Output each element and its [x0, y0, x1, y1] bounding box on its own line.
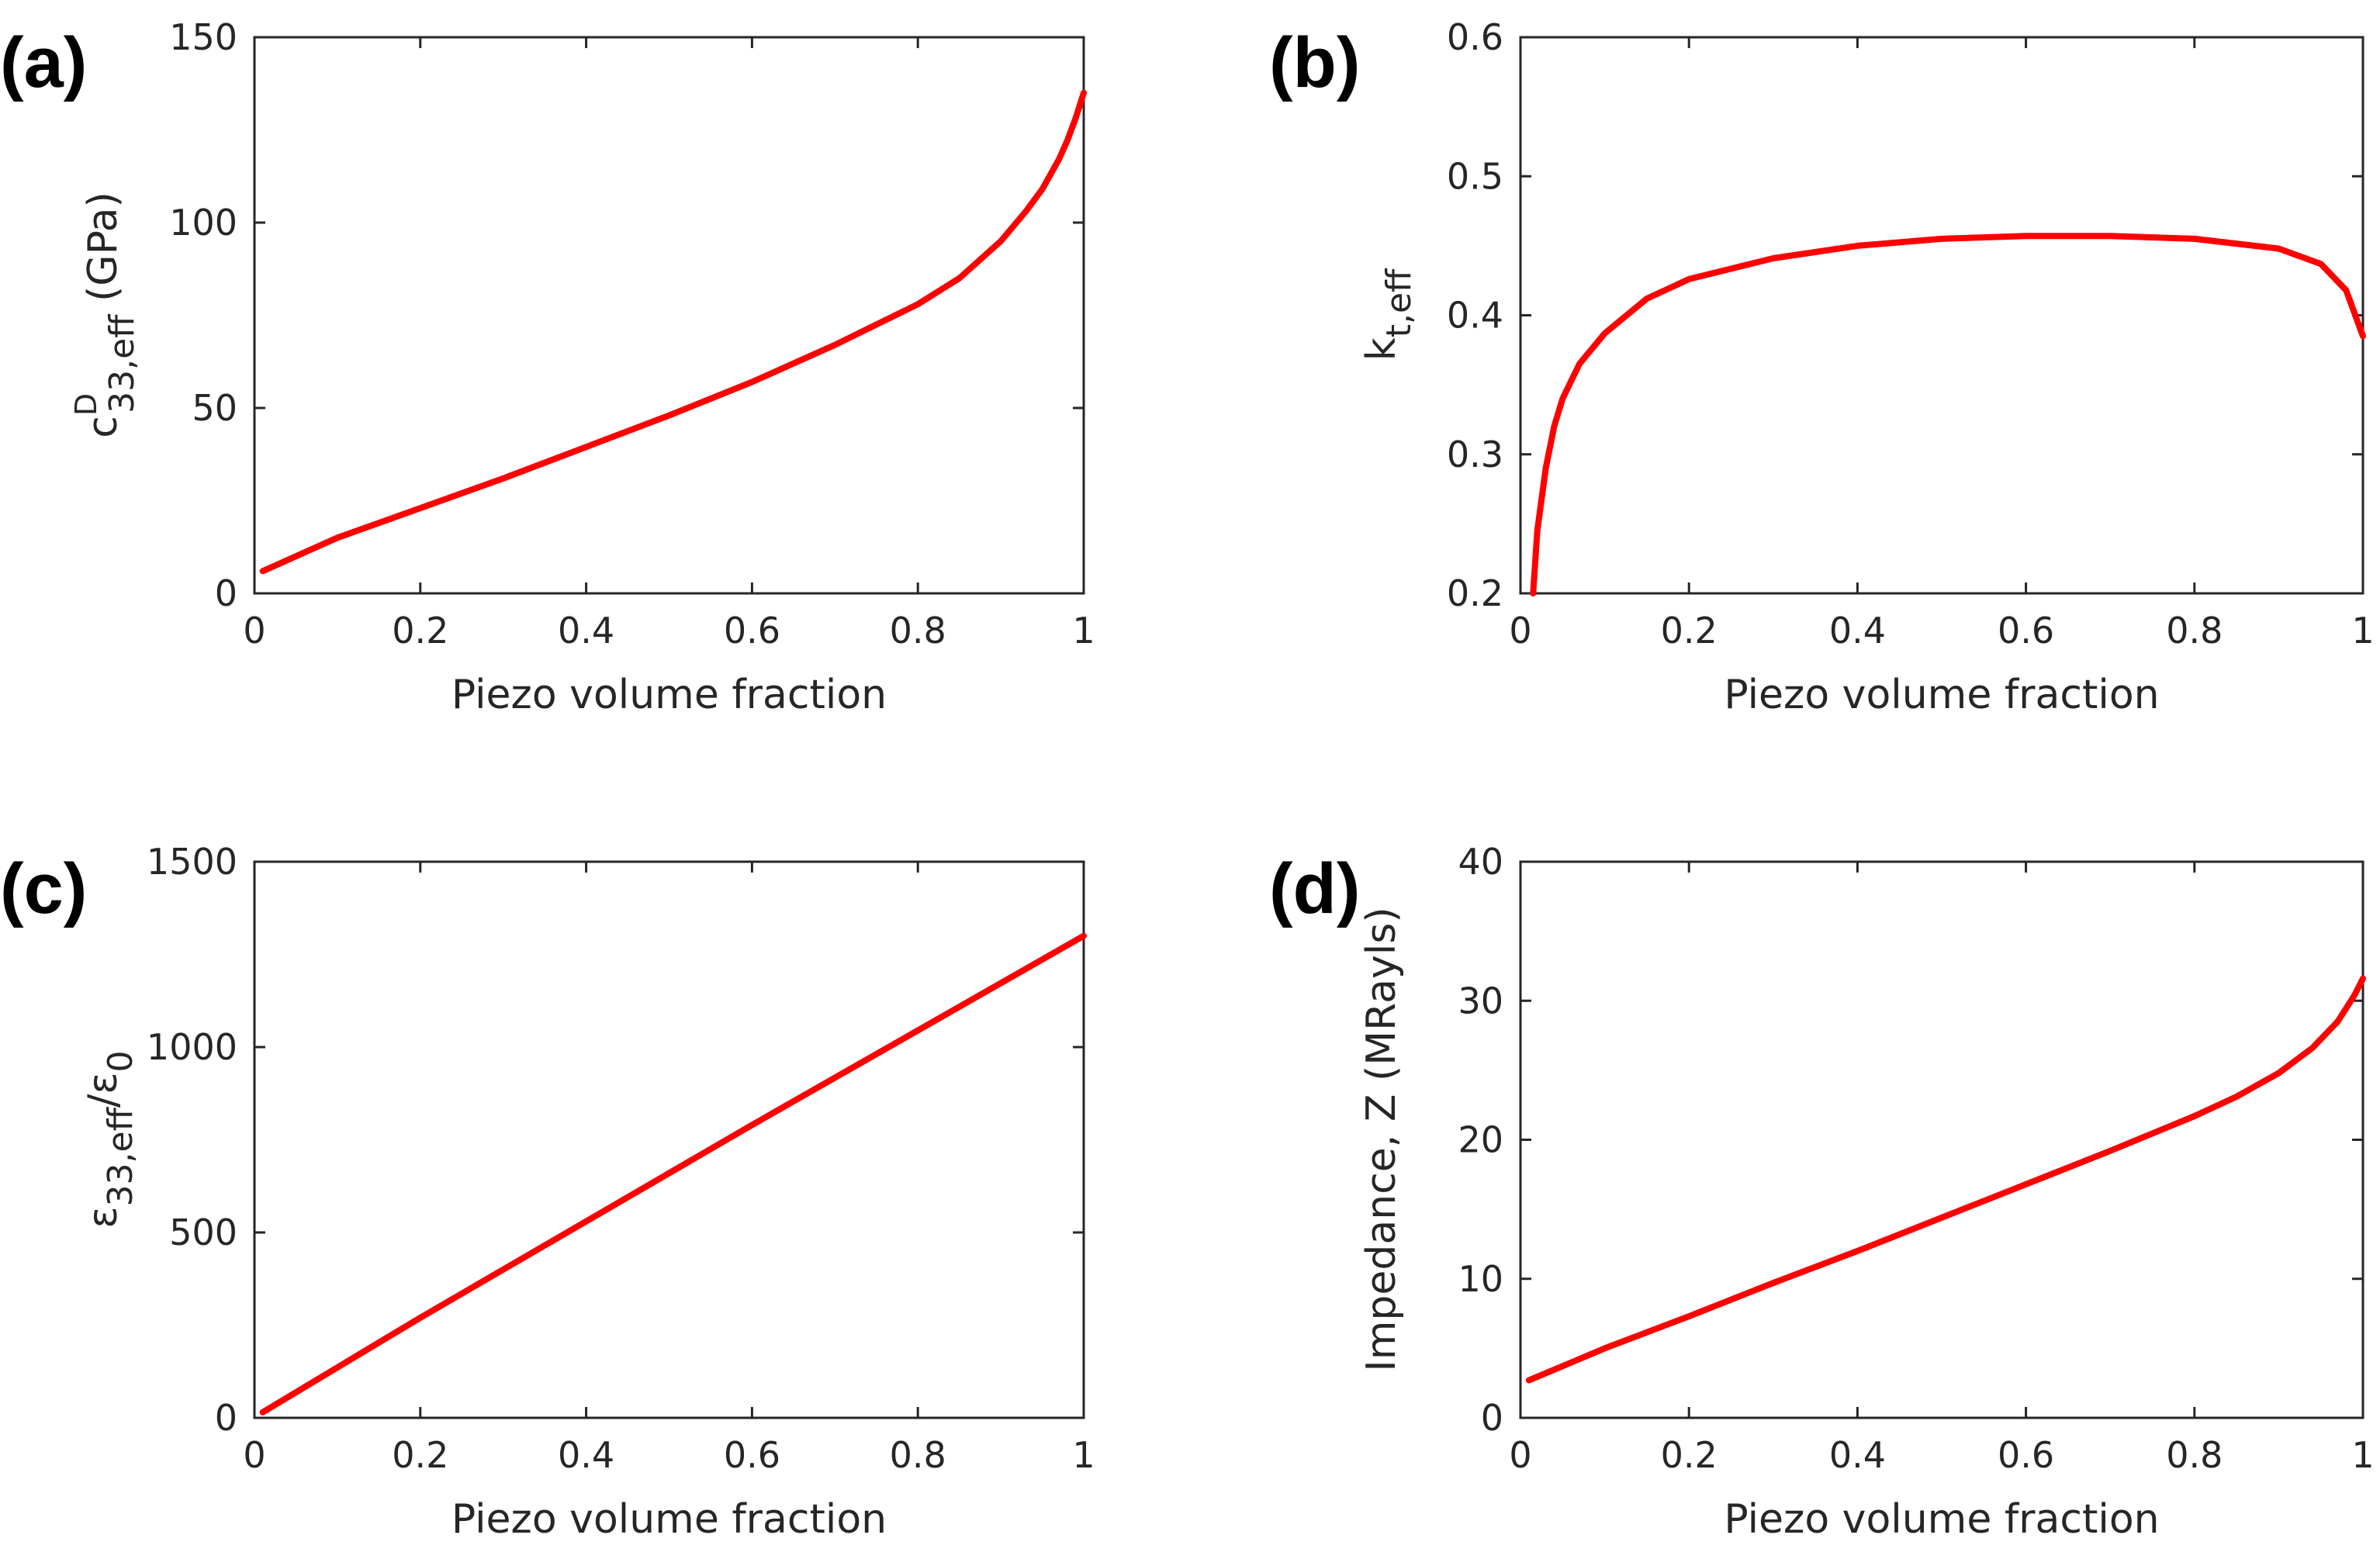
x-tick-label: 0.8	[890, 1434, 946, 1476]
y-tick-label: 0.3	[1447, 434, 1503, 475]
y-axis-label-part: (GPa)	[80, 192, 126, 314]
x-tick-label: 0.8	[2166, 1434, 2223, 1476]
chart-panel-1: (a) 0 0.2 0.4 0.6 0.8 1 0 50 100 150 Piezo volume f…	[0, 16, 1095, 718]
axes-box	[253, 36, 1085, 595]
x-tick-label: 0.6	[1998, 1434, 2054, 1476]
y-axis-label-part: k	[1358, 337, 1405, 361]
y-axis-label-part: c	[80, 416, 126, 438]
series-line-impedance_Z	[1525, 975, 2366, 1384]
y-axis-label-part: 0	[101, 1050, 140, 1072]
x-tick-label: 0.4	[558, 1434, 614, 1476]
panel-label: (b)	[1269, 23, 1360, 102]
axes-box	[253, 860, 1085, 1419]
y-tick-label: 1500	[147, 841, 237, 883]
y-axis-label-part: t,eff	[1379, 268, 1419, 337]
y-tick-label: 1000	[147, 1026, 237, 1068]
panel-label: (c)	[0, 849, 87, 928]
y-tick-label: 50	[192, 387, 237, 429]
y-tick-label: 500	[169, 1212, 237, 1253]
y-tick-label: 0	[1481, 1397, 1503, 1439]
x-tick-label: 0.4	[1829, 1434, 1886, 1476]
x-tick-label: 1	[1072, 610, 1095, 652]
panel-label: (d)	[1269, 849, 1360, 928]
y-axis-label-part: /ε	[80, 1072, 126, 1108]
y-tick-label: 30	[1458, 980, 1503, 1021]
y-tick-label: 0	[215, 572, 237, 614]
y-axis-label-part: Impedance, Z (MRayls)	[1358, 907, 1405, 1371]
x-tick-label: 1	[1072, 1434, 1095, 1476]
y-tick-label: 100	[169, 202, 237, 244]
y-axis-label-part: ε	[80, 1206, 126, 1228]
x-tick-label: 0.6	[724, 610, 780, 652]
y-tick-label: 10	[1458, 1258, 1503, 1300]
y-axis-label: ε33,eff/ε0	[80, 1050, 140, 1228]
x-tick-label: 0	[243, 1434, 265, 1476]
x-tick-label: 0.2	[1661, 1434, 1718, 1476]
x-tick-label: 0.8	[890, 610, 946, 652]
x-axis-label: Piezo volume fraction	[1724, 1496, 2159, 1543]
y-tick-label: 20	[1458, 1119, 1503, 1161]
x-axis-label: Piezo volume fraction	[451, 1496, 887, 1543]
y-axis-label-part: 33,eff	[101, 1106, 140, 1206]
y-axis-label-part: 33,eff	[102, 313, 142, 413]
x-tick-label: 0.2	[392, 1434, 448, 1476]
series-line-kt_eff	[1530, 233, 2366, 596]
x-tick-label: 0.6	[724, 1434, 780, 1476]
y-tick-label: 150	[169, 16, 237, 58]
panel-label: (a)	[0, 23, 87, 102]
x-tick-label: 1	[2351, 1434, 2374, 1476]
x-tick-label: 0	[1509, 610, 1531, 652]
y-tick-label: 0	[215, 1397, 237, 1439]
x-tick-label: 0.6	[1998, 610, 2054, 652]
y-tick-label: 0.4	[1447, 295, 1503, 337]
y-tick-label: 0.2	[1447, 572, 1503, 614]
chart-panel-3: (c) 0 0.2 0.4 0.6 0.8 1 0 500 1000 1500 Piezo volum…	[0, 841, 1095, 1543]
series-line-c33_eff	[259, 89, 1087, 575]
x-axis-label: Piezo volume fraction	[451, 672, 887, 718]
y-tick-label: 0.5	[1447, 155, 1503, 197]
y-tick-label: 0.6	[1447, 16, 1503, 58]
x-tick-label: 0	[1509, 1434, 1531, 1476]
x-tick-label: 0.2	[392, 610, 448, 652]
y-axis-label: cD33,eff (GPa)	[69, 192, 142, 438]
x-tick-label: 1	[2351, 610, 2374, 652]
x-tick-label: 0.4	[1829, 610, 1886, 652]
y-axis-label: kt,eff	[1358, 268, 1419, 361]
x-tick-label: 0.4	[558, 610, 614, 652]
x-tick-label: 0	[243, 610, 265, 652]
y-axis-label-part: D	[69, 393, 103, 416]
axes-box	[1519, 36, 2364, 595]
x-tick-label: 0.2	[1661, 610, 1718, 652]
x-axis-label: Piezo volume fraction	[1724, 672, 2159, 718]
y-axis-label: Impedance, Z (MRayls)	[1358, 907, 1405, 1371]
x-tick-label: 0.8	[2166, 610, 2223, 652]
y-tick-label: 40	[1458, 841, 1503, 883]
series-line-eps33_eff_over_eps0	[259, 932, 1087, 1416]
